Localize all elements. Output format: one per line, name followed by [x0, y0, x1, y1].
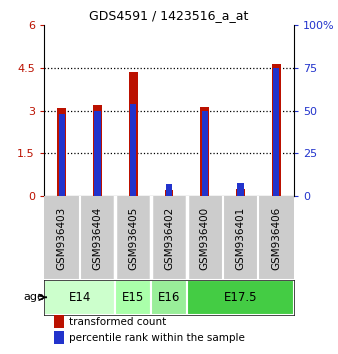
Bar — [57, 108, 66, 196]
Bar — [94, 110, 101, 196]
Text: GSM936406: GSM936406 — [271, 207, 281, 270]
Bar — [54, 315, 64, 328]
Bar — [273, 68, 280, 196]
Bar — [130, 104, 137, 196]
Text: transformed count: transformed count — [69, 316, 166, 327]
Text: E14: E14 — [69, 291, 91, 304]
Text: E16: E16 — [158, 291, 180, 304]
Text: GSM936402: GSM936402 — [164, 207, 174, 270]
Title: GDS4591 / 1423516_a_at: GDS4591 / 1423516_a_at — [89, 9, 249, 22]
Bar — [272, 64, 281, 196]
Text: E15: E15 — [122, 291, 144, 304]
Bar — [54, 331, 64, 344]
Bar — [115, 280, 151, 314]
Text: GSM936405: GSM936405 — [128, 207, 138, 270]
Bar — [200, 107, 209, 196]
Text: GSM936403: GSM936403 — [57, 207, 67, 270]
Text: GSM936400: GSM936400 — [200, 207, 210, 270]
Text: percentile rank within the sample: percentile rank within the sample — [69, 333, 245, 343]
Bar — [201, 110, 208, 196]
Bar — [151, 280, 187, 314]
Text: GSM936404: GSM936404 — [93, 207, 102, 270]
Bar — [58, 114, 65, 196]
Text: GSM936401: GSM936401 — [236, 207, 245, 270]
Text: E17.5: E17.5 — [224, 291, 257, 304]
Text: age: age — [23, 292, 44, 302]
Bar — [93, 105, 102, 196]
Bar — [187, 280, 294, 314]
Bar — [44, 280, 115, 314]
Bar — [236, 189, 245, 196]
Bar — [129, 72, 138, 196]
Bar — [237, 183, 244, 196]
Bar — [166, 184, 172, 196]
Bar — [165, 190, 173, 196]
